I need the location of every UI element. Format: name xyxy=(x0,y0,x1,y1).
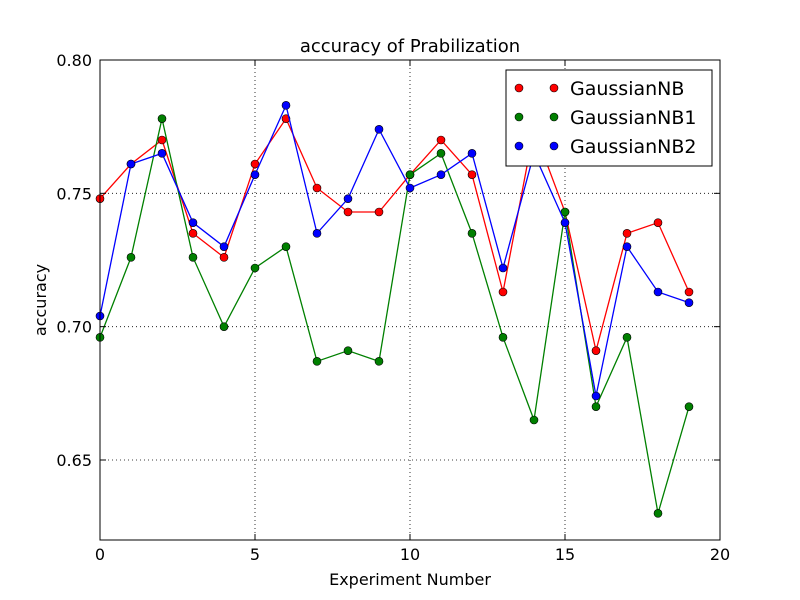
data-point xyxy=(684,298,694,307)
data-point xyxy=(529,415,539,425)
data-point xyxy=(250,170,260,179)
data-point xyxy=(405,170,415,179)
x-tick-label: 5 xyxy=(250,545,260,564)
data-point xyxy=(498,263,508,273)
data-point xyxy=(281,242,291,251)
legend-box xyxy=(505,69,713,167)
data-point xyxy=(467,229,477,238)
data-point xyxy=(467,149,477,158)
data-point xyxy=(622,242,632,251)
x-axis-label: Experiment Number xyxy=(329,570,491,589)
legend: GaussianNB GaussianNB1 GaussianNB2 xyxy=(505,69,713,167)
data-point xyxy=(684,402,694,411)
legend-item: GaussianNB xyxy=(514,78,684,100)
data-point xyxy=(498,333,508,342)
data-point xyxy=(312,229,322,238)
data-point xyxy=(343,207,353,217)
y-tick-label: 0.70 xyxy=(56,318,92,337)
series-line xyxy=(99,103,690,397)
y-tick-label: 0.65 xyxy=(56,451,92,470)
legend-marker xyxy=(514,141,524,151)
x-tick-label: 10 xyxy=(400,545,420,564)
series-group xyxy=(95,101,694,518)
data-point xyxy=(436,135,446,145)
data-point xyxy=(498,287,508,297)
data-point xyxy=(250,159,260,169)
legend-marker xyxy=(514,112,524,122)
legend-marker xyxy=(549,112,559,122)
data-point xyxy=(157,114,167,123)
legend-marker xyxy=(514,83,524,93)
data-point xyxy=(188,218,198,227)
data-point xyxy=(219,253,229,262)
legend-label: GaussianNB xyxy=(570,78,684,100)
series-GaussianNB1 xyxy=(95,114,694,518)
legend-marker xyxy=(549,83,559,93)
y-axis-label: accuracy xyxy=(31,264,50,336)
data-point xyxy=(591,402,601,411)
data-point xyxy=(281,114,291,123)
data-point xyxy=(405,183,415,193)
series-line xyxy=(99,117,690,351)
data-point xyxy=(312,183,322,193)
legend-item: GaussianNB1 xyxy=(514,107,697,129)
data-point xyxy=(219,322,229,331)
y-tick-label: 0.80 xyxy=(56,51,92,70)
series-line xyxy=(99,118,690,514)
data-point xyxy=(312,357,322,366)
data-point xyxy=(591,391,601,401)
legend-label: GaussianNB2 xyxy=(570,136,697,158)
x-tick-label: 20 xyxy=(710,545,730,564)
data-point xyxy=(374,125,384,134)
data-point xyxy=(436,170,446,179)
data-point xyxy=(157,135,167,145)
data-point xyxy=(436,149,446,158)
data-point xyxy=(343,194,353,203)
x-tick-label: 0 xyxy=(95,545,105,564)
data-point xyxy=(374,207,384,217)
data-point xyxy=(622,333,632,342)
data-point xyxy=(281,101,291,110)
data-point xyxy=(560,207,570,217)
data-point xyxy=(653,218,663,227)
series-GaussianNB2 xyxy=(95,101,694,401)
data-point xyxy=(126,159,136,169)
data-point xyxy=(622,229,632,238)
legend-item: GaussianNB2 xyxy=(514,136,697,158)
chart-title: accuracy of Prabilization xyxy=(300,36,520,57)
legend-label: GaussianNB1 xyxy=(570,107,697,129)
data-point xyxy=(188,229,198,238)
y-tick-label: 0.75 xyxy=(56,184,92,203)
data-point xyxy=(591,346,601,355)
data-point xyxy=(219,242,229,251)
data-point xyxy=(467,170,477,179)
data-point xyxy=(653,509,663,518)
data-point xyxy=(188,253,198,262)
data-point xyxy=(374,357,384,366)
data-point xyxy=(157,149,167,158)
x-tick-label: 15 xyxy=(555,545,575,564)
data-point xyxy=(250,263,260,273)
data-point xyxy=(126,253,136,262)
legend-marker xyxy=(549,141,559,151)
data-point xyxy=(343,346,353,355)
data-point xyxy=(684,287,694,297)
ticks: 0 5 10 15 20 0.65 0.70 0.75 0.80 xyxy=(56,51,730,564)
data-point xyxy=(653,287,663,297)
data-point xyxy=(560,218,570,227)
